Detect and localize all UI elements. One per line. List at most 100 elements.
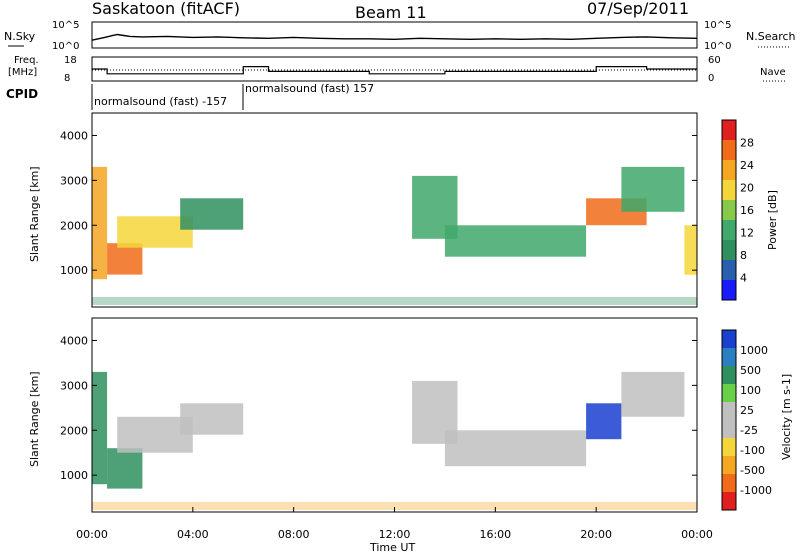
vel-cbar-frame <box>721 329 737 511</box>
x-ticklabel-4: 16:00 <box>479 528 511 541</box>
vel-g-band-2 <box>117 416 193 453</box>
x-ticklabel-1: 04:00 <box>177 528 209 541</box>
noise-tick-bottom-left: 10^0 <box>52 41 79 52</box>
x-axis-ticks: 00:00 04:00 08:00 12:00 16:00 20:00 00:00 <box>76 507 713 541</box>
velocity-ylabel: Slant Range [km] <box>28 371 41 467</box>
vel-g-band-0 <box>92 371 108 485</box>
nave-tick-bottom: 0 <box>708 73 714 84</box>
vel-cbar-tick-7: 1000 <box>740 344 768 357</box>
freq-tick-top: 18 <box>64 55 77 66</box>
power-yticks-ticklabel-0: 1000 <box>60 264 88 277</box>
date-title: 07/Sep/2011 <box>587 0 689 18</box>
power-g-band-7 <box>621 166 685 212</box>
power-cbar-tick-2: 12 <box>740 227 754 240</box>
power-cbar-tick-5: 24 <box>740 159 754 172</box>
power-cbar-swatch-4 <box>722 200 736 220</box>
vel-yticks-ticklabel-2: 3000 <box>60 379 88 392</box>
vel-cbar-tick-2: -100 <box>740 444 765 457</box>
vel-yticks-ticklabel-1: 2000 <box>60 424 88 437</box>
power-yticks-ticklabel-3: 4000 <box>60 129 88 142</box>
power-cbar-swatch-5 <box>722 180 736 200</box>
cpid-segment-1: normalsound (fast) 157 <box>245 82 374 95</box>
vel-cbar-tick-3: -25 <box>740 424 758 437</box>
nave-tick-top: 60 <box>708 55 721 66</box>
power-cbar-swatch-8 <box>722 120 736 140</box>
power-cbar-swatch-0 <box>722 280 736 300</box>
power-g-band-5 <box>444 225 587 257</box>
vel-cbar-tick-5: 100 <box>740 384 761 397</box>
power-cbar-tick-1: 8 <box>740 249 747 262</box>
power-panel-frame <box>91 112 698 308</box>
power-cbar-frame <box>721 119 737 301</box>
power-yticks: 1000 2000 3000 4000 <box>60 129 697 277</box>
vel-cbar-swatch-3 <box>722 438 736 456</box>
vel-g-band-1 <box>107 448 143 489</box>
noise-tick-bottom-right: 10^0 <box>704 41 731 52</box>
vel-yticks-ticklabel-3: 4000 <box>60 334 88 347</box>
x-ticklabel-6: 00:00 <box>681 528 713 541</box>
nave-label: Nave <box>760 67 786 78</box>
vel-cbar-swatch-1 <box>722 474 736 492</box>
power-g-ground-scatter <box>92 297 697 305</box>
power-cbar-swatch-3 <box>722 220 736 240</box>
noise-search-label: N.Search <box>746 30 796 43</box>
power-ylabel: Slant Range [km] <box>28 166 41 262</box>
power-cbar-swatch-2 <box>722 240 736 260</box>
power-cbar-tick-4: 20 <box>740 182 754 195</box>
power-cbar-swatch-6 <box>722 160 736 180</box>
power-g-band-3 <box>180 198 244 230</box>
power-colorbar-label: Power [dB] <box>766 190 779 250</box>
noise-sky-label: N.Sky <box>4 30 36 43</box>
power-cbar-swatch-1 <box>722 260 736 280</box>
cpid-segment-0: normalsound (fast) -157 <box>94 95 227 108</box>
noise-series <box>91 33 698 41</box>
power-g-band-1 <box>107 243 143 275</box>
power-cbar-swatch-7 <box>722 140 736 160</box>
power-cbar-tick-0: 4 <box>740 272 747 285</box>
vel-cbar-tick-0: -1000 <box>740 484 772 497</box>
vel-cbar-swatch-8 <box>722 348 736 366</box>
x-axis-label: Time UT <box>369 541 415 554</box>
noise-tick-top-right: 10^5 <box>704 20 731 31</box>
power-yticks-ticklabel-1: 2000 <box>60 219 88 232</box>
power-g-band-0 <box>92 166 108 280</box>
x-ticklabel-0: 00:00 <box>76 528 108 541</box>
velocity-colorbar: -1000 -500 -100 -25 25 100 500 1000 <box>721 329 772 511</box>
noise-tick-top-left: 10^5 <box>52 20 79 31</box>
x-ticklabel-2: 08:00 <box>278 528 310 541</box>
vel-g-band-7 <box>621 371 685 417</box>
velocity-colorbar-label: Velocity [m s-1] <box>780 374 793 460</box>
power-colorbar: 4 8 12 16 20 24 28 <box>721 119 754 301</box>
noise-sky-line <box>91 33 698 41</box>
cpid-label: CPID <box>6 87 38 101</box>
power-cbar-tick-3: 16 <box>740 204 754 217</box>
power-g-band-8 <box>684 225 697 275</box>
power-g-band-2 <box>117 216 193 248</box>
power-yticks-ticklabel-2: 3000 <box>60 174 88 187</box>
station-title: Saskatoon (fitACF) <box>92 0 240 18</box>
freq-panel-frame <box>91 56 698 82</box>
freq-line <box>92 66 697 75</box>
vel-cbar-swatch-4 <box>722 420 736 438</box>
freq-tick-bottom: 8 <box>64 73 70 84</box>
vel-cbar-swatch-5 <box>722 402 736 420</box>
vel-g-ground-scatter <box>92 502 697 510</box>
x-ticklabel-3: 12:00 <box>379 528 411 541</box>
vel-cbar-swatch-6 <box>722 384 736 402</box>
vel-g-band-6 <box>586 403 622 440</box>
vel-g-band-3 <box>180 403 244 435</box>
velocity-yticks: 1000 2000 3000 4000 <box>60 334 697 482</box>
vel-cbar-tick-4: 25 <box>740 404 754 417</box>
x-ticklabel-5: 20:00 <box>580 528 612 541</box>
vel-yticks-ticklabel-0: 1000 <box>60 469 88 482</box>
vel-g-band-5 <box>444 430 587 467</box>
vel-cbar-swatch-0 <box>722 492 736 510</box>
freq-series <box>92 66 697 75</box>
freq-label-2: [MHz] <box>8 67 37 78</box>
noise-panel-frame <box>91 21 698 49</box>
beam-title: Beam 11 <box>355 3 427 22</box>
velocity-echoes <box>92 371 697 510</box>
power-echoes <box>92 166 697 305</box>
freq-label-1: Freq. <box>14 55 39 66</box>
